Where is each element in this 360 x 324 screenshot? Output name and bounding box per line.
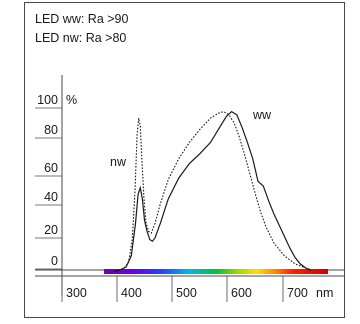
series-label-ww: ww <box>252 108 272 122</box>
series-labels: ww nw <box>110 108 272 169</box>
y-tick-label: 80 <box>44 123 58 137</box>
series-line-ww <box>110 110 312 273</box>
axes <box>35 75 345 296</box>
x-tick-label: 700 <box>287 286 308 300</box>
visible-spectrum-bar <box>104 269 328 274</box>
y-tick-label: 40 <box>44 190 58 204</box>
x-unit-label: nm <box>316 286 333 300</box>
y-tick-label: 100 <box>37 93 58 107</box>
x-tick-label: 600 <box>231 286 252 300</box>
x-tick-label: 300 <box>66 286 87 300</box>
chart-frame <box>24 2 345 318</box>
spectrum-bar <box>104 269 328 274</box>
series-line-nw <box>115 111 311 273</box>
x-tick-label: 400 <box>121 286 142 300</box>
y-tick-label: 20 <box>44 223 58 237</box>
y-unit-label: % <box>66 93 77 107</box>
ticks: 0 20 40 60 80 100 % 300 400 500 600 700 nm <box>35 93 333 302</box>
y-tick-label: 0 <box>51 254 58 268</box>
note-ww-cri: LED ww: Ra >90 <box>35 12 129 26</box>
y-tick-label: 60 <box>44 161 58 175</box>
series-label-nw: nw <box>110 155 127 169</box>
note-nw-cri: LED nw: Ra >80 <box>35 31 127 45</box>
series <box>110 110 312 273</box>
x-tick-label: 500 <box>176 286 197 300</box>
